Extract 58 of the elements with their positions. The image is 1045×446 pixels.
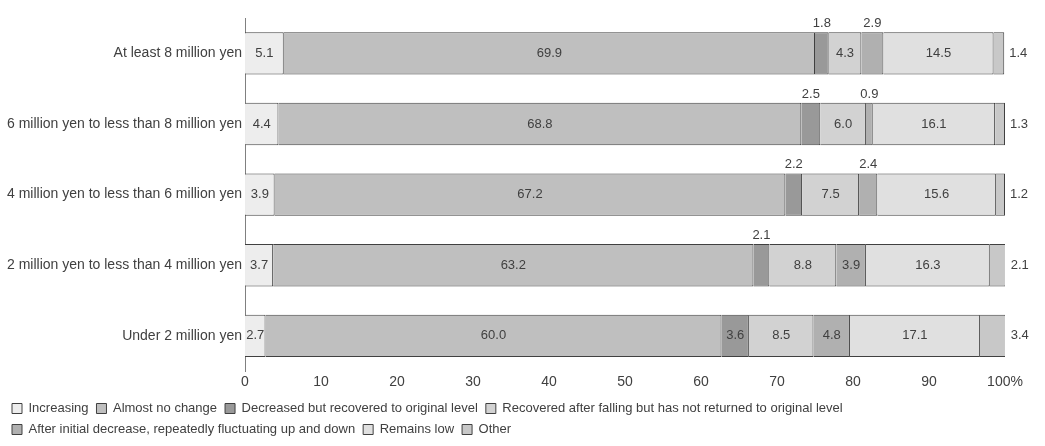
data-label: 2.9 [863,15,882,31]
data-label: 14.5 [925,44,952,60]
legend-label: Increasing [28,400,89,416]
x-tick-label: 100% [987,373,1023,390]
data-label: 2.7 [246,327,265,343]
data-label: 60.0 [480,327,507,343]
data-label: 16.1 [921,115,947,131]
data-label: 16.3 [915,256,941,272]
data-label: 1.2 [1010,186,1029,202]
x-tick-label: 20 [389,373,405,390]
x-tick-label: 30 [465,373,481,390]
data-label: 68.8 [527,115,553,131]
data-label: 69.9 [536,44,563,60]
data-label: 2.1 [752,227,771,243]
data-label: 3.9 [250,186,269,202]
legend-label: After initial decrease, repeatedly fluctuating up and down [28,421,356,437]
data-label: 1.8 [812,15,831,31]
data-label: 4.3 [835,44,855,60]
data-label: 3.7 [250,256,269,272]
legend-label: Other [478,421,512,437]
y-tick-label: At least 8 million yen [113,44,243,61]
y-tick-label: Under 2 million yen [122,326,243,343]
data-label: 2.5 [801,85,820,101]
data-label: 63.2 [500,256,526,272]
x-tick-label: 90 [921,373,937,390]
x-tick-label: 10 [313,373,329,390]
data-label: 2.2 [784,156,803,172]
data-label: 5.1 [255,44,274,60]
data-label: 67.2 [517,186,543,202]
legend-label: Decreased but recovered to original level [241,400,478,416]
y-tick-label: 4 million yen to less than 6 million yen [6,185,243,202]
data-label: 8.5 [772,327,791,343]
x-tick-label: 0 [241,373,250,390]
data-label: 3.6 [726,327,745,343]
data-label: 15.6 [923,186,950,202]
data-label: 4.8 [822,327,841,343]
data-label: 3.4 [1010,327,1029,343]
data-label: 2.4 [859,156,878,172]
x-tick-label: 60 [693,373,709,390]
data-label: 2.1 [1010,256,1029,272]
data-label: 17.1 [902,327,928,343]
legend-label: Almost no change [112,400,218,416]
legend-label: Recovered after falling but has not returned to original level [502,400,843,416]
x-tick-label: 80 [845,373,861,390]
data-label: 0.9 [860,85,879,101]
data-label: 7.5 [821,186,840,202]
data-label: 4.4 [252,115,271,131]
y-tick-label: 2 million yen to less than 4 million yen [6,256,243,273]
data-label: 1.3 [1010,115,1029,131]
x-tick-label: 70 [769,373,785,390]
data-label: 3.9 [842,256,861,272]
y-tick-label: 6 million yen to less than 8 million yen [6,114,243,131]
legend-label: Remains low [379,421,455,437]
x-tick-label: 40 [541,373,557,390]
x-tick-label: 50 [617,373,633,390]
data-label: 6.0 [834,115,853,131]
data-label: 1.4 [1009,44,1028,60]
data-label: 8.8 [793,256,812,272]
